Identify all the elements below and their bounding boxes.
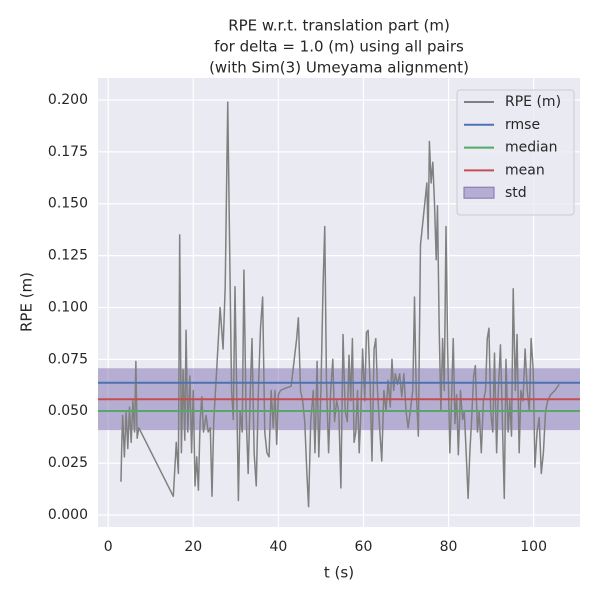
y-tick-label: 0.125 [48,248,88,264]
legend-label: RPE (m) [505,94,561,110]
data-line [120,101,560,508]
y-tick-label: 0.150 [48,196,88,212]
legend: RPE (m) rmse median mean std [456,89,575,216]
legend-label: mean [505,162,545,178]
y-tick-label: 0.000 [48,507,88,523]
chart-title: (with Sim(3) Umeyama alignment) [209,59,469,77]
legend-label: std [505,185,527,201]
chart-title: for delta = 1.0 (m) using all pairs [214,38,464,56]
marks [98,101,580,508]
x-axis-label: t (s) [324,564,354,582]
y-axis-label: RPE (m) [18,272,36,332]
x-tick-label: 0 [104,539,113,555]
y-tick-label: 0.175 [48,144,88,160]
legend-label: median [505,140,557,156]
y-tick-label: 0.200 [48,92,88,108]
x-tick-label: 100 [520,539,547,555]
x-tick-label: 20 [184,539,202,555]
y-tick-label: 0.075 [48,351,88,367]
x-tick-label: 40 [269,539,287,555]
legend-swatch [463,186,495,199]
legend-box [456,89,575,216]
x-tick-label: 80 [440,539,458,555]
chart-title: RPE w.r.t. translation part (m) [228,17,450,35]
legend-label: rmse [505,117,540,133]
x-tick-label: 60 [355,539,373,555]
y-tick-label: 0.025 [48,455,88,471]
y-tick-label: 0.100 [48,299,88,315]
y-tick-label: 0.050 [48,403,88,419]
labels: 0.000 0.025 0.050 0.075 0.100 0.125 0.150 0.175… [48,92,547,555]
